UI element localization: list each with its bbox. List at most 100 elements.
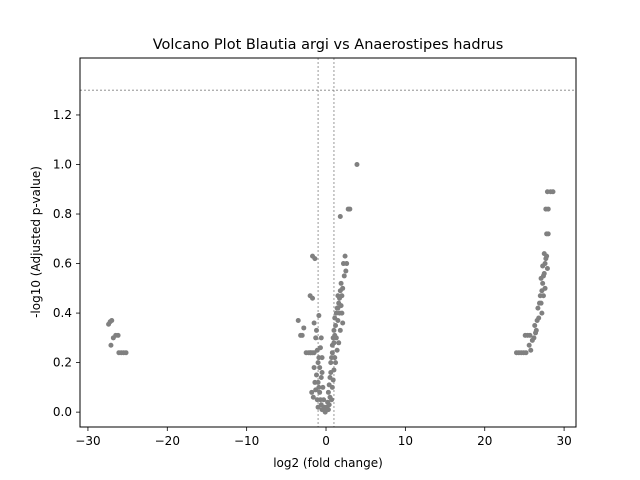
data-point [539,310,545,316]
data-point [339,293,345,299]
data-point [331,327,337,333]
x-tick-label: 0 [322,434,330,448]
data-point [295,318,301,324]
data-point [335,293,341,299]
data-point [331,340,337,346]
plot-area-frame [79,57,577,428]
data-point [317,389,323,395]
data-point [310,394,316,400]
x-tick-label: 20 [477,434,492,448]
data-point [545,231,551,237]
data-point [301,325,307,331]
data-point [343,268,349,274]
y-tick-label: 1.2 [53,108,72,122]
data-point [311,320,317,326]
data-point [329,397,335,403]
data-point [523,350,529,356]
data-point [311,365,317,371]
data-point [316,313,322,319]
data-point [544,266,550,272]
data-point [340,320,346,326]
data-point [313,335,319,341]
data-point [319,370,325,376]
data-point [318,335,324,341]
data-point [312,256,318,262]
data-point [333,335,339,341]
data-point [542,285,548,291]
data-point [317,365,323,371]
data-point [536,315,542,321]
data-point [527,332,533,338]
y-tick-label: 0.2 [53,356,72,370]
data-point [544,253,550,259]
y-tick-label: 0.0 [53,405,72,419]
data-point [321,397,327,403]
data-point [109,318,115,324]
data-point [313,372,319,378]
data-point [540,280,546,286]
data-point [528,347,534,353]
data-point [310,295,316,301]
data-point [538,300,544,306]
data-point [331,367,337,373]
data-point [341,273,347,279]
data-point [336,340,342,346]
y-tick-label: 0.8 [53,207,72,221]
data-point [320,384,326,390]
data-point [318,374,324,380]
data-point [338,303,344,309]
data-point [347,206,353,212]
data-point [108,342,114,348]
data-point [332,355,338,361]
data-point [334,347,340,353]
data-point [354,161,360,167]
data-point [340,261,346,267]
data-point [313,387,319,393]
data-point [325,407,331,413]
data-point [526,342,532,348]
data-point [533,327,539,333]
y-tick-label: 1.0 [53,157,72,171]
data-point [342,253,348,259]
data-point [337,213,343,219]
chart-title: Volcano Plot Blautia argi vs Anaerostipe… [153,37,504,53]
data-point [545,206,551,212]
data-point [333,322,339,328]
data-point [333,360,339,366]
data-point [540,293,546,299]
x-axis-title: log2 (fold change) [273,456,383,470]
data-point [326,402,332,408]
data-point [542,261,548,267]
x-tick-label: −30 [75,434,100,448]
data-point [309,389,315,395]
y-tick-label: 0.4 [53,306,72,320]
data-point [325,389,331,395]
x-tick-label: −20 [155,434,180,448]
data-point [340,285,346,291]
data-point [317,345,323,351]
y-axis-title: -log10 (Adjusted p-value) [29,166,43,318]
data-point [115,332,121,338]
data-point [335,318,341,324]
data-point [329,384,335,390]
data-point [329,350,335,356]
data-points [106,161,556,415]
x-axis: −30 −20 −10 0 10 20 30 [75,427,572,448]
data-point [315,360,321,366]
data-point [313,327,319,333]
data-point [330,377,336,383]
x-tick-label: 10 [398,434,413,448]
data-point [532,322,538,328]
data-point [541,270,547,276]
data-point [123,350,129,356]
y-axis: 0.0 0.2 0.4 0.6 0.8 1.0 1.2 [53,108,80,419]
data-point [531,335,537,341]
data-point [337,327,343,333]
data-point [337,310,343,316]
data-point [319,355,325,361]
data-point [315,379,321,385]
x-tick-label: 30 [556,434,571,448]
data-point [550,189,556,195]
reference-lines [80,58,576,427]
